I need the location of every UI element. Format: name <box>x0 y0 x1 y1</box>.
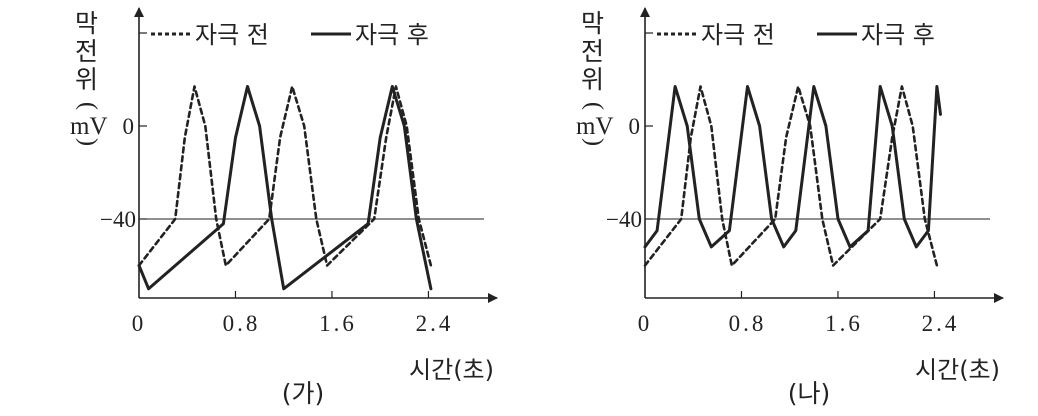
y-axis-label-paren-open: ( <box>581 102 607 110</box>
x-tick-label: 0.8 <box>729 311 767 336</box>
legend-label: 자극 전 <box>195 21 269 49</box>
chart-panel-2: 0 0.8 1.6 2.4 0 −40 막전위 ( mV) 시간(초) (나) 자극 전 자극 후 <box>576 7 1004 408</box>
series-line-before <box>643 85 939 267</box>
y-tick-label: −40 <box>606 207 642 232</box>
y-axis-label-char: 위 <box>75 65 98 94</box>
y-tick-label: 0 <box>629 114 641 139</box>
y-axis-unit: mV <box>576 113 614 140</box>
y-tick-label: −40 <box>100 207 136 232</box>
y-axis-label-char: 위 <box>581 65 604 94</box>
x-tick-label: 0.8 <box>223 311 261 336</box>
y-axis-label-char: 전 <box>581 37 604 66</box>
y-axis-label-char: 막 <box>75 9 98 38</box>
chart-panel-1: 0 0.8 1.6 2.4 0 −40 막전위 ( mV) 시간(초) (가) 자극 전 자극 후 <box>70 7 498 408</box>
x-tick-label: 1.6 <box>319 311 357 336</box>
panel-caption: (가) <box>282 379 325 408</box>
y-axis-label-char: 전 <box>75 37 98 66</box>
y-axis-label-paren-close: ) <box>75 138 101 146</box>
legend-label: 자극 전 <box>701 21 775 49</box>
y-axis-label-char: 막 <box>581 9 604 38</box>
y-axis-label-paren-open: ( <box>75 102 101 110</box>
legend-label: 자극 후 <box>861 21 935 49</box>
x-axis-label: 시간(초) <box>409 356 494 384</box>
x-axis-label: 시간(초) <box>915 356 1000 384</box>
x-tick-label: 0 <box>132 311 147 336</box>
x-tick-label: 0 <box>638 311 653 336</box>
series-line-after <box>643 85 942 249</box>
series-line-after <box>137 85 433 291</box>
panel-caption: (나) <box>788 379 831 408</box>
x-tick-label: 2.4 <box>416 311 454 336</box>
x-tick-label: 2.4 <box>922 311 960 336</box>
y-axis-unit: mV <box>70 113 108 140</box>
x-tick-label: 1.6 <box>825 311 863 336</box>
legend-label: 자극 후 <box>355 21 429 49</box>
series-line-before <box>137 85 433 267</box>
y-axis-label-paren-close: ) <box>581 138 607 146</box>
y-tick-label: 0 <box>123 114 135 139</box>
